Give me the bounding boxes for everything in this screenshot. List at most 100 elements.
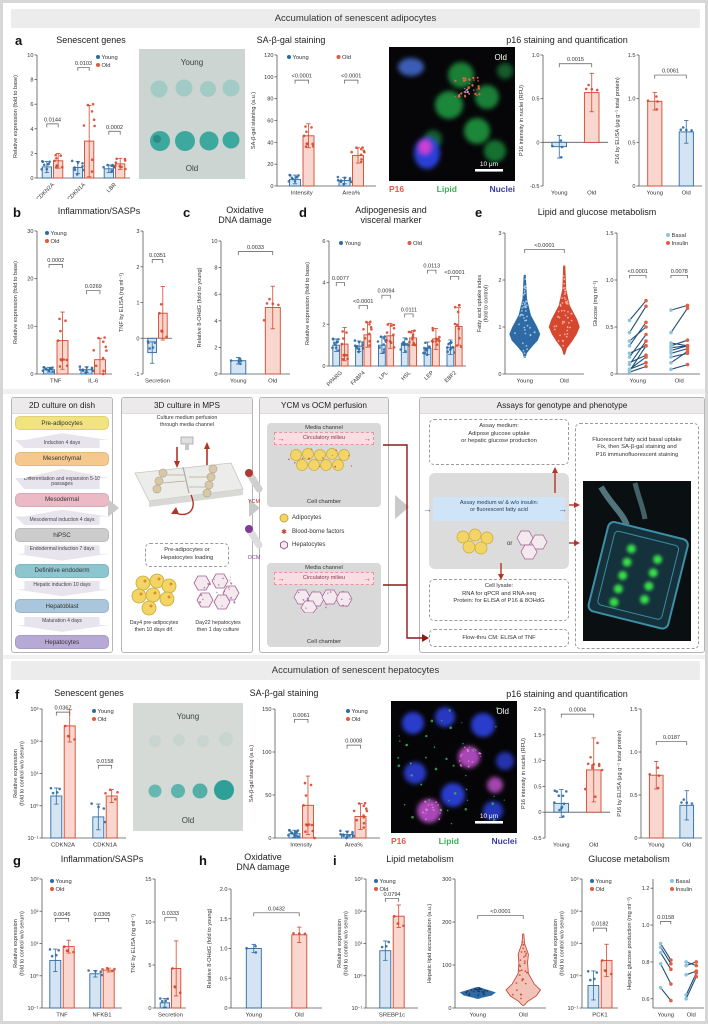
chart-sabgal-hepatocytes: 0 50 100 150 SA-β-gal staining (a.u.) Intensi… <box>247 699 385 851</box>
panel-b-title: Inflammation/SASPs <box>57 206 141 216</box>
svg-text:Relative 8-OHdG (fold to young: Relative 8-OHdG (fold to young) <box>207 908 213 988</box>
flowthru-box: Flow-thru CM: ELISA of TNF <box>429 629 569 647</box>
svg-text:4: 4 <box>30 127 33 133</box>
svg-text:Young: Young <box>345 241 361 247</box>
svg-text:0: 0 <box>610 372 613 378</box>
svg-text:10¹: 10¹ <box>570 942 578 948</box>
legend-p16: P16 <box>391 836 407 846</box>
hepatocyte-cluster-icon <box>193 573 240 610</box>
svg-text:0: 0 <box>498 372 501 378</box>
svg-text:PCK1: PCK1 <box>592 1013 607 1019</box>
panel-letter-f: f <box>15 687 20 702</box>
svg-text:Secretion: Secretion <box>145 379 170 385</box>
svg-text:8: 8 <box>214 266 217 272</box>
svg-text:Old: Old <box>560 379 569 385</box>
svg-text:0.0113: 0.0113 <box>423 264 440 270</box>
svg-text:6: 6 <box>30 102 33 108</box>
svg-text:0: 0 <box>148 1006 151 1012</box>
svg-text:2: 2 <box>322 322 325 328</box>
method-title-assays: Assays for genotype and phenotype <box>420 398 704 414</box>
svg-text:1.0: 1.0 <box>630 750 638 756</box>
svg-text:60: 60 <box>267 119 273 125</box>
svg-text:2: 2 <box>30 151 33 157</box>
chart-fatty-acid-uptake: 0 1 2 3 Fatty acid uptake index (fold to cont… <box>475 223 589 387</box>
svg-text:Relative expression: Relative expression <box>13 919 19 968</box>
chamber-hepatocytes: Media channel → Circulatory milieu → Cel… <box>267 563 381 647</box>
svg-text:Intensity: Intensity <box>291 191 313 197</box>
svg-text:Old: Old <box>342 55 351 61</box>
svg-text:Young: Young <box>56 879 72 885</box>
svg-text:10⁻¹: 10⁻¹ <box>27 1006 38 1012</box>
old-stain-dots <box>150 131 240 151</box>
svg-text:3: 3 <box>136 229 139 235</box>
svg-text:NFKB1: NFKB1 <box>93 1013 112 1019</box>
svg-text:1.0: 1.0 <box>606 278 614 284</box>
svg-text:0.0061: 0.0061 <box>293 713 310 719</box>
svg-text:Young: Young <box>648 843 665 849</box>
svg-text:1.0: 1.0 <box>532 53 540 59</box>
svg-text:120: 120 <box>264 53 273 59</box>
fluorescent-assay-text: Fluorescent fatty acid basal uptake Fix,… <box>592 436 682 458</box>
medium-tube-icons: YCM OCM <box>245 469 263 561</box>
svg-text:Old: Old <box>682 191 691 197</box>
svg-text:0.6: 0.6 <box>642 997 650 1003</box>
chart-p16-intensity-adipocytes: -0.5 0 0.5 1.0 P16 intensity in nuclei (RFU)… <box>517 45 613 199</box>
mps-loading-callout: Pre-adipocytes or Hepatocytes loading <box>145 543 229 567</box>
svg-text:(fold to control w/o serum): (fold to control w/o serum) <box>20 911 26 976</box>
svg-text:0.0305: 0.0305 <box>93 912 110 918</box>
panel-letter-e: e <box>475 205 483 220</box>
flow-arrow-label: Endodermal induction 7 days <box>15 545 109 561</box>
svg-text:Relative expression (fold to b: Relative expression (fold to base) <box>13 261 19 344</box>
svg-text:(fold to control w/o serum): (fold to control w/o serum) <box>344 911 350 976</box>
chart-senescent-genes-adipocytes: 0 2 4 6 8 10 Relative expression (fold to base… <box>11 45 135 199</box>
svg-text:TNF: TNF <box>50 379 62 385</box>
ocm-tube-label: OCM <box>248 555 261 561</box>
svg-text:Insulin: Insulin <box>672 241 689 247</box>
flow-step: Mesenchymal <box>15 451 109 466</box>
svg-text:1.2: 1.2 <box>642 886 650 892</box>
svg-text:0: 0 <box>270 184 273 190</box>
svg-text:0.0158: 0.0158 <box>96 759 113 765</box>
svg-text:Old: Old <box>413 241 422 247</box>
svg-text:0.0187: 0.0187 <box>663 735 680 741</box>
svg-text:20: 20 <box>267 162 273 168</box>
differentiation-flowchart: Pre-adipocytes Induction 4 days Mesenchyma… <box>15 416 109 649</box>
svg-text:LEP: LEP <box>423 370 435 382</box>
svg-text:10²: 10² <box>30 909 38 915</box>
svg-text:10⁰: 10⁰ <box>30 973 39 980</box>
svg-text:4: 4 <box>214 319 217 325</box>
svg-text:Young: Young <box>380 879 396 885</box>
svg-text:FABP4: FABP4 <box>350 370 367 387</box>
panel-a-title-genes: Senescent genes <box>56 35 126 45</box>
svg-text:-0.5: -0.5 <box>530 184 540 190</box>
svg-text:2.0: 2.0 <box>220 887 228 893</box>
media-channel-label: Media channel <box>305 565 343 571</box>
svg-text:CDKN2A: CDKN2A <box>36 182 56 199</box>
chart-inflammation-hepatocytes: 10³ 10² 10¹ 10⁰ 10⁻¹ Relative expression (fold… <box>11 869 127 1021</box>
svg-text:4: 4 <box>322 281 325 287</box>
circulatory-milieu-band: → Circulatory milieu → <box>274 432 374 445</box>
svg-text:0.0269: 0.0269 <box>85 284 102 290</box>
svg-text:0.0002: 0.0002 <box>106 125 123 131</box>
panel-f-title-sabgal: SA-β-gal staining <box>249 688 319 698</box>
chart-sabgal-adipocytes: 0 20 40 60 80 100 120 SA-β-gal staining (a.u.) I… <box>249 45 381 199</box>
svg-text:<0.0001: <0.0001 <box>341 74 361 80</box>
svg-text:Relative expression (fold to b: Relative expression (fold to base) <box>305 262 311 345</box>
svg-text:2.0: 2.0 <box>534 707 542 713</box>
svg-text:(fold to control): (fold to control) <box>484 285 490 322</box>
svg-text:LPL: LPL <box>378 370 389 381</box>
flow-in-arrow: → <box>277 433 285 443</box>
svg-text:0: 0 <box>448 1006 451 1012</box>
p16-speckles <box>459 746 482 768</box>
svg-text:Old: Old <box>295 1013 304 1019</box>
svg-text:80: 80 <box>267 97 273 103</box>
svg-text:0: 0 <box>268 836 271 842</box>
svg-text:P16 intensity in nuclei (RFU): P16 intensity in nuclei (RFU) <box>519 85 525 156</box>
svg-text:P16 intensity in nuclei (RFU): P16 intensity in nuclei (RFU) <box>521 738 527 809</box>
svg-text:0.0367: 0.0367 <box>54 706 71 712</box>
svg-text:1.5: 1.5 <box>534 733 542 739</box>
svg-text:Hepatic glucose production (mg: Hepatic glucose production (mg ml⁻¹) <box>627 897 633 990</box>
svg-text:1.0: 1.0 <box>220 947 228 953</box>
svg-text:Old: Old <box>56 887 65 893</box>
svg-text:SA-β-gal staining (a.u.): SA-β-gal staining (a.u.) <box>251 92 257 149</box>
